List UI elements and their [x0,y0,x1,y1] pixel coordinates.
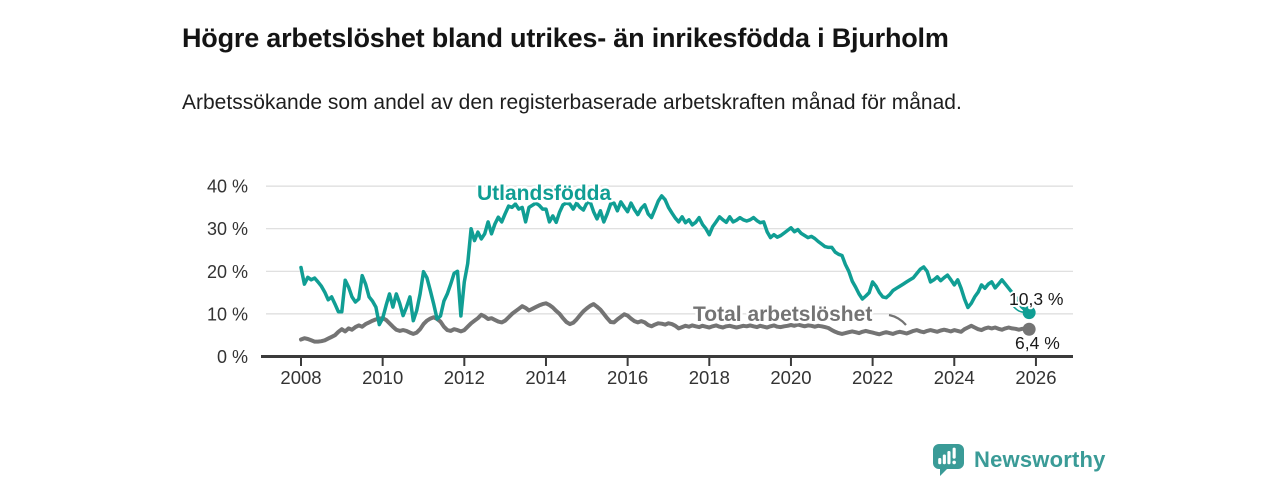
series-line-utlandsfodda [299,194,1031,327]
x-tick-label: 2018 [689,367,730,388]
series-label-utlandsfodda: Utlandsfödda [477,182,611,205]
chart-title: Högre arbetslöshet bland utrikes- än inr… [182,23,949,54]
newsworthy-icon [933,444,964,476]
newsworthy-logo[interactable]: Newsworthy [932,443,1106,477]
series-line-total [299,301,1032,344]
end-value-label: 6,4 % [1015,333,1060,353]
y-tick-label: 0 % [217,347,248,367]
x-tick-label: 2012 [444,367,485,388]
y-tick-label: 10 % [207,304,248,324]
y-tick-label: 40 % [207,177,248,197]
y-tick-label: 30 % [207,219,248,239]
exclamation-bar-icon [952,447,956,459]
bar-medium-icon [942,454,946,465]
x-tick-label: 2020 [770,367,811,388]
exclamation-dot-icon [952,460,956,465]
bar-tall-icon [947,451,951,465]
series-label-total: Total arbetslöshet [693,303,872,326]
series-end-dot-total [1022,322,1036,336]
x-tick-label: 2026 [1015,367,1056,388]
newsworthy-wordmark: Newsworthy [974,447,1106,472]
chart-subtitle: Arbetssökande som andel av den registerb… [182,91,962,114]
x-tick-label: 2024 [934,367,975,388]
end-value-label: 10,3 % [1009,289,1063,309]
x-tick-label: 2022 [852,367,893,388]
y-tick-label: 20 % [207,262,248,282]
x-tick-label: 2008 [280,367,321,388]
x-tick-label: 2014 [525,367,566,388]
series-end-dot-utlandsfodda [1022,306,1036,320]
x-tick-label: 2010 [362,367,403,388]
bar-small-icon [938,458,942,465]
x-tick-label: 2016 [607,367,648,388]
total-label-leader [888,313,907,326]
